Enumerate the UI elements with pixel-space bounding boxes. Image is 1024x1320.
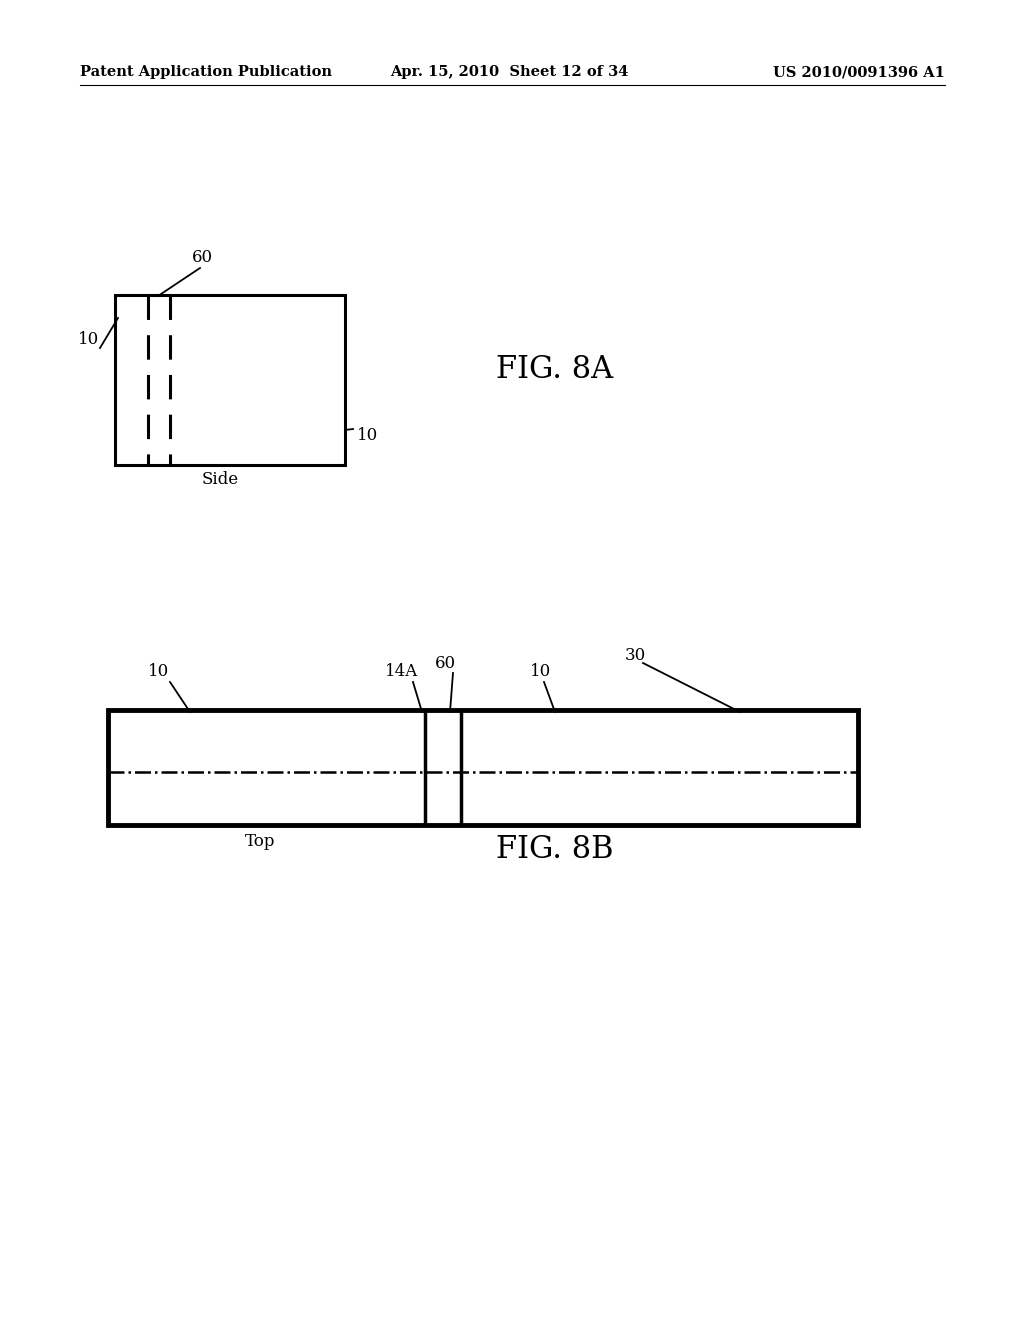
Text: 10: 10 — [357, 426, 378, 444]
Bar — [115, 294, 345, 465]
Text: US 2010/0091396 A1: US 2010/0091396 A1 — [773, 65, 945, 79]
Text: 30: 30 — [625, 647, 646, 664]
Text: Patent Application Publication: Patent Application Publication — [80, 65, 332, 79]
Text: Side: Side — [202, 471, 239, 488]
Text: 10: 10 — [78, 331, 99, 348]
Bar — [108, 710, 858, 825]
Text: FIG. 8A: FIG. 8A — [497, 355, 613, 385]
Text: Top: Top — [245, 833, 275, 850]
Text: 10: 10 — [530, 664, 551, 681]
Text: 60: 60 — [193, 249, 213, 267]
Text: 14A: 14A — [385, 664, 418, 681]
Text: FIG. 8B: FIG. 8B — [497, 834, 613, 866]
Text: Apr. 15, 2010  Sheet 12 of 34: Apr. 15, 2010 Sheet 12 of 34 — [390, 65, 629, 79]
Text: 60: 60 — [435, 655, 456, 672]
Text: 10: 10 — [148, 664, 169, 681]
